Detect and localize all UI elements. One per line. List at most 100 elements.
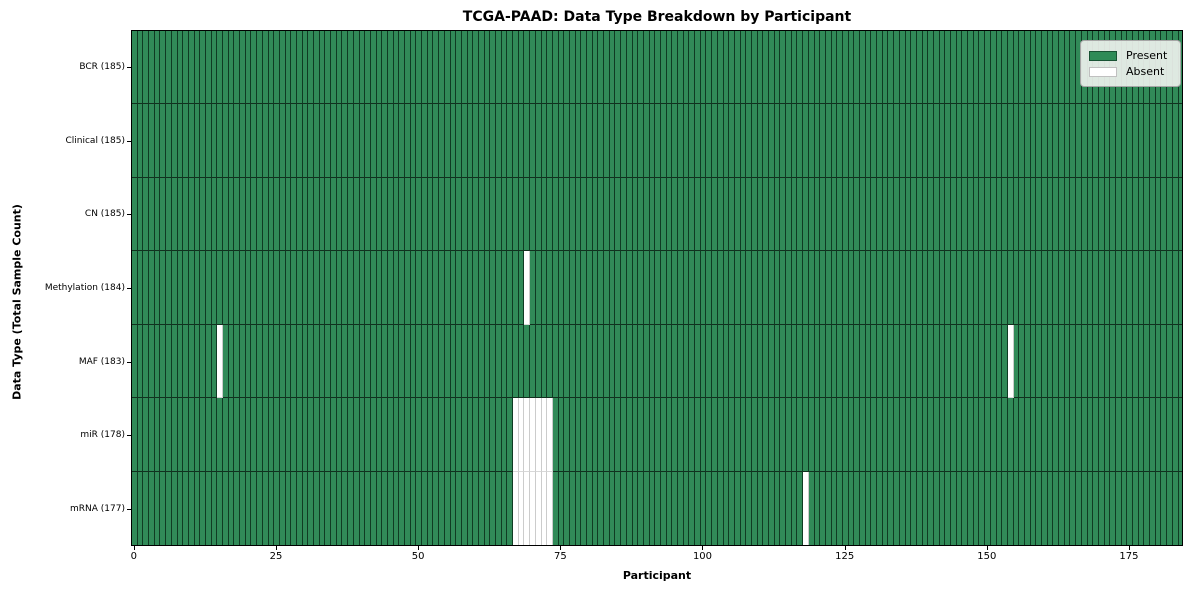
- matrix-cell-present: [666, 324, 673, 399]
- matrix-cell-present: [296, 177, 303, 252]
- matrix-cell-present: [945, 398, 951, 472]
- matrix-cell-present: [251, 471, 258, 545]
- matrix-cell-present: [365, 471, 371, 545]
- matrix-cell-present: [1127, 471, 1133, 545]
- matrix-cell-present: [1110, 104, 1116, 178]
- matrix-cell-present: [188, 31, 195, 105]
- matrix-cell-present: [461, 104, 468, 178]
- matrix-cell-present: [211, 31, 218, 105]
- matrix-cell-present: [1167, 251, 1173, 325]
- matrix-cell-present: [831, 324, 838, 399]
- matrix-cell-present: [1024, 104, 1031, 178]
- matrix-cell-present: [501, 104, 508, 178]
- matrix-cell-present: [689, 471, 696, 545]
- matrix-cell-present: [643, 324, 650, 399]
- matrix-cell-present: [257, 324, 263, 399]
- matrix-cell-present: [780, 177, 787, 252]
- matrix-cell-present: [541, 104, 548, 178]
- matrix-cell-present: [854, 31, 860, 105]
- matrix-cell-present: [154, 324, 161, 399]
- matrix-cell-present: [535, 31, 542, 105]
- matrix-cell-present: [933, 104, 940, 178]
- x-tick-mark: [1128, 546, 1130, 550]
- matrix-cell-present: [899, 251, 906, 325]
- matrix-cell-present: [723, 104, 730, 178]
- matrix-cell-present: [592, 177, 599, 252]
- matrix-cell-present: [217, 31, 223, 105]
- matrix-cell-present: [240, 104, 246, 178]
- matrix-cell-present: [1076, 251, 1082, 325]
- matrix-cell-present: [786, 104, 792, 178]
- matrix-cell-present: [615, 324, 622, 399]
- matrix-cell-present: [132, 251, 138, 325]
- matrix-cell-present: [837, 251, 843, 325]
- matrix-cell-present: [638, 104, 644, 178]
- matrix-cell-present: [899, 398, 906, 472]
- x-tick-mark: [276, 546, 277, 550]
- matrix-cell-present: [968, 31, 974, 105]
- matrix-cell-present: [1042, 31, 1048, 105]
- matrix-cell-present: [1042, 398, 1048, 472]
- matrix-cell-present: [831, 177, 838, 252]
- matrix-cell-present: [1093, 251, 1099, 325]
- matrix-cell-present: [894, 324, 900, 399]
- matrix-cell-present: [461, 471, 468, 545]
- matrix-cell-present: [183, 31, 189, 105]
- matrix-cell-present: [831, 398, 838, 472]
- matrix-cell-present: [171, 471, 178, 545]
- matrix-cell-present: [587, 31, 593, 105]
- matrix-cell-present: [143, 177, 150, 252]
- matrix-cell-present: [1098, 177, 1105, 252]
- matrix-cell-present: [609, 104, 616, 178]
- matrix-cell-present: [507, 324, 514, 399]
- y-tick-mark: [127, 509, 131, 511]
- matrix-cell-present: [860, 398, 866, 472]
- matrix-cell-present: [706, 177, 713, 252]
- matrix-cell-present: [962, 251, 969, 325]
- matrix-cell-present: [234, 177, 241, 252]
- matrix-cell-present: [387, 177, 394, 252]
- matrix-cell-present: [569, 31, 576, 105]
- matrix-cell-present: [1138, 177, 1145, 252]
- matrix-cell-present: [535, 104, 542, 178]
- matrix-cell-present: [268, 31, 275, 105]
- matrix-cell-present: [1019, 471, 1025, 545]
- matrix-cell-present: [1110, 324, 1116, 399]
- matrix-cell-present: [416, 177, 423, 252]
- matrix-cell-present: [1053, 324, 1060, 399]
- matrix-cell-present: [450, 324, 457, 399]
- matrix-cell-present: [689, 104, 696, 178]
- matrix-cell-present: [1138, 104, 1145, 178]
- matrix-cell-present: [774, 104, 781, 178]
- matrix-cell-present: [660, 251, 667, 325]
- matrix-cell-present: [1161, 398, 1168, 472]
- matrix-cell-present: [569, 104, 576, 178]
- matrix-cell-present: [1167, 104, 1173, 178]
- matrix-cell-present: [410, 177, 417, 252]
- matrix-cell-present: [160, 104, 167, 178]
- matrix-cell-present: [370, 177, 377, 252]
- matrix-cell-present: [552, 324, 559, 399]
- legend-item-absent: Absent: [1089, 65, 1172, 78]
- matrix-cell-present: [331, 398, 337, 472]
- matrix-cell-present: [717, 104, 724, 178]
- matrix-cell-present: [393, 104, 400, 178]
- matrix-cell-present: [894, 31, 900, 105]
- matrix-cell-present: [933, 251, 940, 325]
- matrix-cell-present: [1047, 104, 1054, 178]
- matrix-cell-present: [217, 177, 223, 252]
- matrix-cell-present: [660, 398, 667, 472]
- matrix-cell-present: [1138, 251, 1145, 325]
- matrix-cell-present: [933, 471, 940, 545]
- matrix-cell-present: [285, 324, 292, 399]
- matrix-cell-present: [814, 104, 821, 178]
- matrix-cell-present: [746, 31, 752, 105]
- matrix-cell-present: [951, 471, 957, 545]
- matrix-cell-present: [1178, 177, 1182, 252]
- matrix-cell-present: [763, 398, 769, 472]
- matrix-cell-present: [1133, 471, 1139, 545]
- matrix-cell-present: [234, 31, 241, 105]
- matrix-cell-present: [399, 324, 405, 399]
- matrix-cell-present: [621, 31, 627, 105]
- matrix-cell-present: [985, 177, 991, 252]
